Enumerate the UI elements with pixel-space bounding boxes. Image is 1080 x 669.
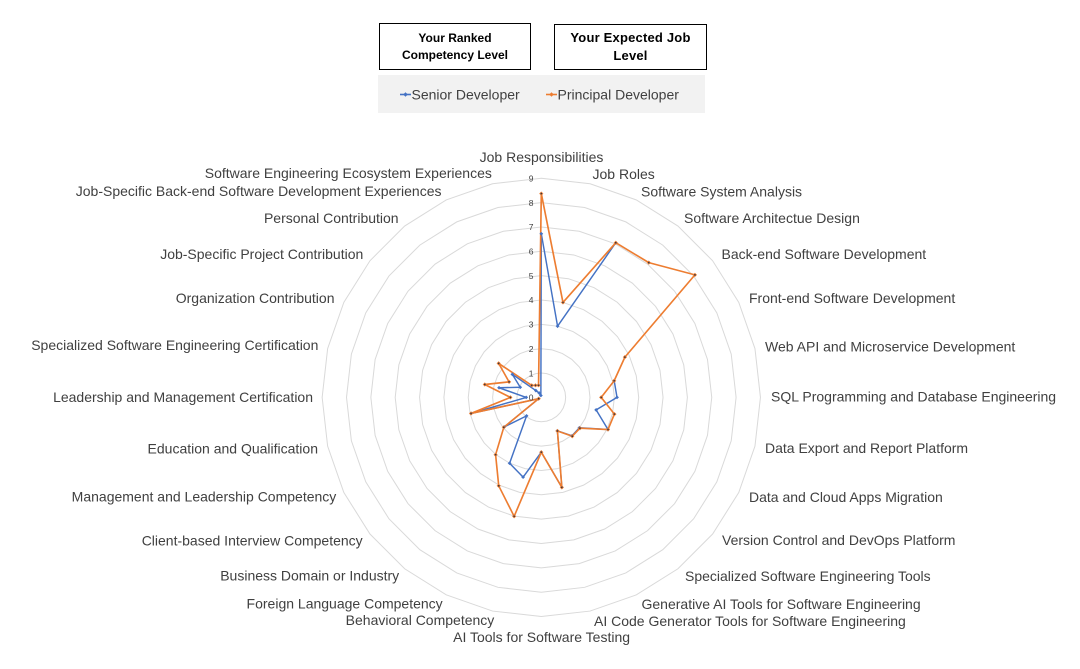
svg-text:5: 5 [529,271,534,281]
svg-text:Organization Contribution: Organization Contribution [176,290,335,306]
svg-text:Specialized Software Engineeri: Specialized Software Engineering Tools [685,568,931,584]
svg-text:Software Architectue Design: Software Architectue Design [684,210,860,226]
svg-text:Management and Leadership Comp: Management and Leadership Competency [72,488,337,504]
svg-text:Web API and Microservice Devel: Web API and Microservice Development [765,338,1015,354]
svg-text:Software System Analysis: Software System Analysis [641,183,802,199]
svg-text:7: 7 [529,222,534,232]
svg-text:2: 2 [529,344,534,354]
svg-text:Data Export and Report Platfor: Data Export and Report Platform [765,440,968,456]
svg-text:Job-Specific Project Contribut: Job-Specific Project Contribution [160,246,363,262]
svg-text:Senior Developer: Senior Developer [412,87,521,103]
svg-text:3: 3 [529,320,534,330]
svg-text:9: 9 [529,173,534,183]
svg-text:Back-end Software Development: Back-end Software Development [722,246,927,262]
svg-text:Software Engineering Ecosystem: Software Engineering Ecosystem Experienc… [205,165,492,181]
svg-text:8: 8 [529,198,534,208]
svg-text:Front-end Software Development: Front-end Software Development [749,290,955,306]
svg-text:AI Tools for Software Testing: AI Tools for Software Testing [453,629,630,645]
svg-text:Data and Cloud Apps Migration: Data and Cloud Apps Migration [749,489,943,505]
svg-text:Job Roles: Job Roles [593,166,655,182]
svg-text:Behavioral Competency: Behavioral Competency [346,612,495,628]
svg-text:Client-based Interview Compete: Client-based Interview Competency [142,532,363,548]
svg-text:Generative AI Tools for Softwa: Generative AI Tools for Software Enginee… [642,596,921,612]
svg-text:4: 4 [529,295,534,305]
svg-text:Personal Contribution: Personal Contribution [264,210,399,226]
svg-text:Business Domain or Industry: Business Domain or Industry [220,568,399,584]
svg-text:Job Responsibilities: Job Responsibilities [480,149,604,165]
svg-text:Specialized Software Engineeri: Specialized Software Engineering Certifi… [31,337,318,353]
svg-text:Foreign Language Competency: Foreign Language Competency [247,595,443,611]
svg-text:Principal Developer: Principal Developer [558,87,680,103]
svg-text:Job-Specific Back-end Software: Job-Specific Back-end Software Developme… [76,183,442,199]
svg-text:AI Code Generator Tools for So: AI Code Generator Tools for Software Eng… [594,613,906,629]
svg-text:Version Control and DevOps Pla: Version Control and DevOps Platform [722,532,955,548]
svg-text:1: 1 [529,368,534,378]
svg-text:Leadership and Management Cert: Leadership and Management Certification [53,389,313,405]
svg-text:Education and Qualification: Education and Qualification [148,440,318,456]
svg-text:0: 0 [529,393,534,403]
svg-text:6: 6 [529,247,534,257]
svg-text:SQL Programming and Database E: SQL Programming and Database Engineering [771,388,1056,404]
